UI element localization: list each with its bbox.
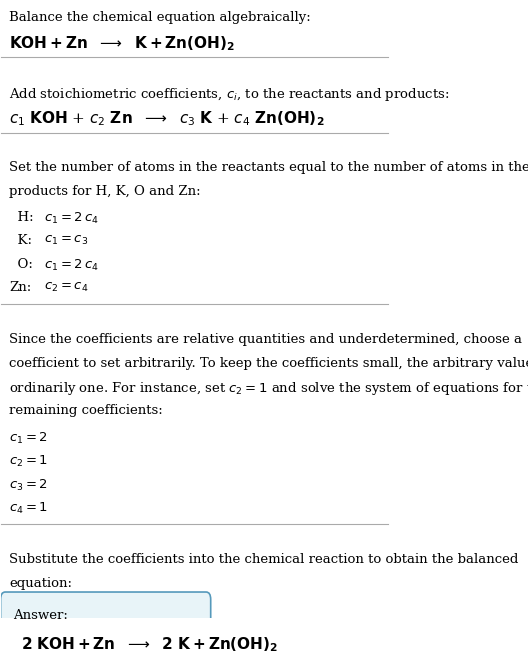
Text: $\mathbf{2\ KOH + Zn}$  $\longrightarrow$  $\mathbf{2\ K + Zn(OH)_2}$: $\mathbf{2\ KOH + Zn}$ $\longrightarrow$… xyxy=(21,635,278,652)
Text: H:: H: xyxy=(9,211,34,224)
Text: $c_1 = c_3$: $c_1 = c_3$ xyxy=(44,234,88,247)
Text: remaining coefficients:: remaining coefficients: xyxy=(9,404,163,417)
Text: Zn:: Zn: xyxy=(9,281,31,294)
Text: $c_2 = c_4$: $c_2 = c_4$ xyxy=(44,281,88,294)
Text: $\mathbf{KOH + Zn}$  $\longrightarrow$  $\mathbf{K + Zn(OH)_2}$: $\mathbf{KOH + Zn}$ $\longrightarrow$ $\… xyxy=(9,34,235,53)
Text: $c_3 = 2$: $c_3 = 2$ xyxy=(9,477,48,493)
Text: $c_1 = 2\,c_4$: $c_1 = 2\,c_4$ xyxy=(44,258,99,273)
Text: Since the coefficients are relative quantities and underdetermined, choose a: Since the coefficients are relative quan… xyxy=(9,333,522,346)
Text: products for H, K, O and Zn:: products for H, K, O and Zn: xyxy=(9,185,201,198)
Text: Add stoichiometric coefficients, $c_i$, to the reactants and products:: Add stoichiometric coefficients, $c_i$, … xyxy=(9,86,449,103)
Text: Substitute the coefficients into the chemical reaction to obtain the balanced: Substitute the coefficients into the che… xyxy=(9,554,518,567)
Text: $c_2 = 1$: $c_2 = 1$ xyxy=(9,454,48,469)
Text: $c_4 = 1$: $c_4 = 1$ xyxy=(9,501,48,516)
Text: $c_1 = 2\,c_4$: $c_1 = 2\,c_4$ xyxy=(44,211,99,226)
Text: K:: K: xyxy=(9,234,32,247)
Text: $c_1 = 2$: $c_1 = 2$ xyxy=(9,431,48,446)
Text: equation:: equation: xyxy=(9,577,72,589)
Text: Answer:: Answer: xyxy=(13,609,68,621)
Text: ordinarily one. For instance, set $c_2 = 1$ and solve the system of equations fo: ordinarily one. For instance, set $c_2 =… xyxy=(9,380,528,397)
Text: O:: O: xyxy=(9,258,33,271)
Text: Set the number of atoms in the reactants equal to the number of atoms in the: Set the number of atoms in the reactants… xyxy=(9,162,528,175)
FancyBboxPatch shape xyxy=(1,592,211,652)
Text: coefficient to set arbitrarily. To keep the coefficients small, the arbitrary va: coefficient to set arbitrarily. To keep … xyxy=(9,357,528,370)
Text: Balance the chemical equation algebraically:: Balance the chemical equation algebraica… xyxy=(9,10,311,23)
Text: $c_1$ $\mathbf{KOH}$ + $c_2$ $\mathbf{Zn}$  $\longrightarrow$  $c_3$ $\mathbf{K}: $c_1$ $\mathbf{KOH}$ + $c_2$ $\mathbf{Zn… xyxy=(9,110,325,128)
